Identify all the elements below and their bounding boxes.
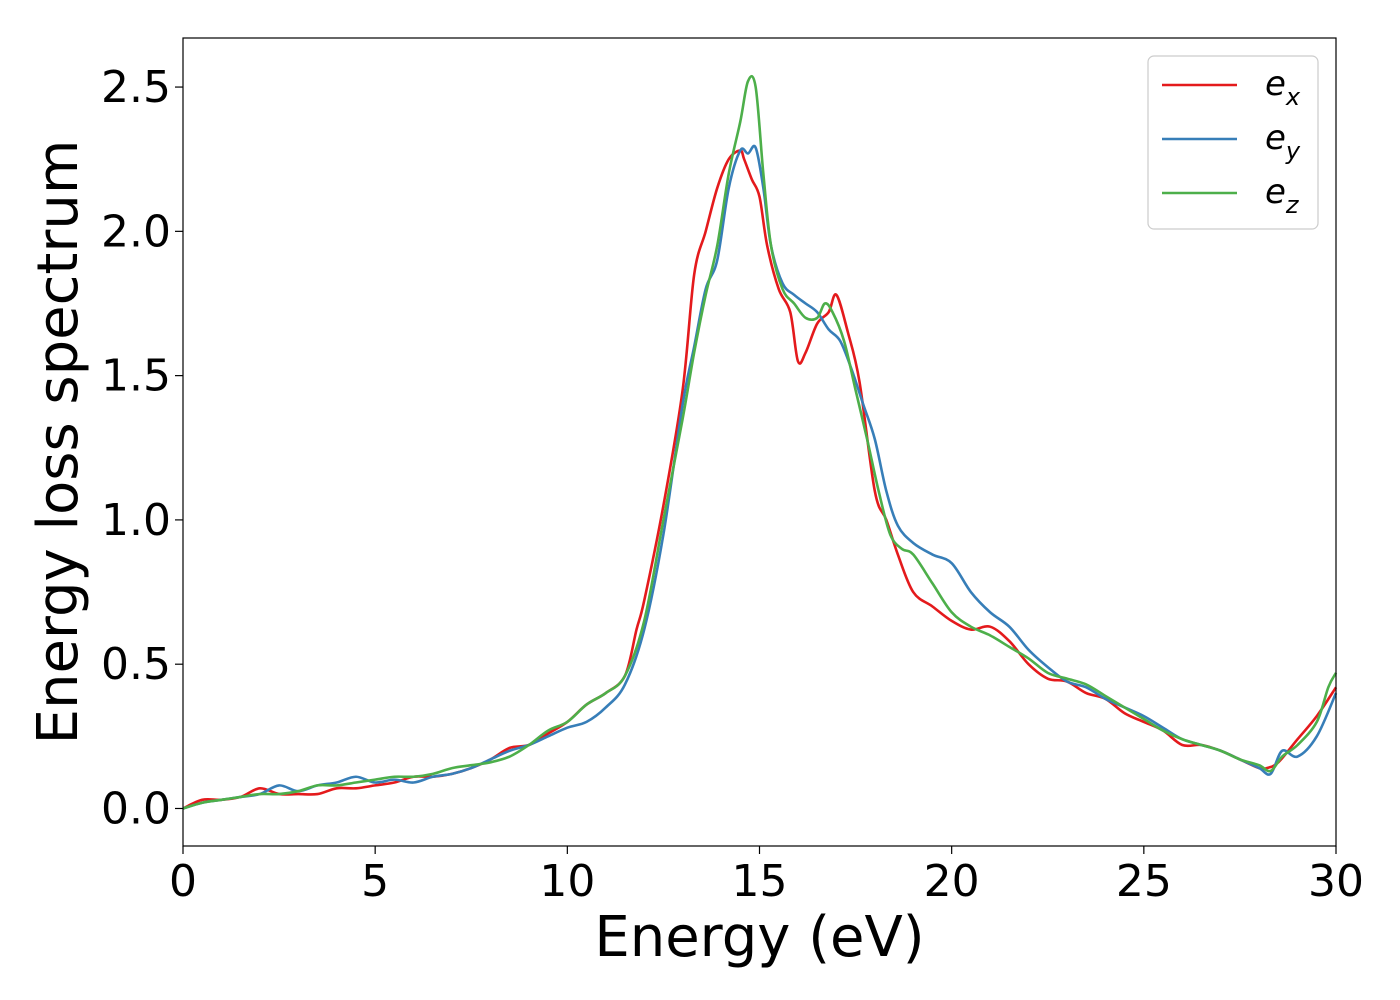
x-tick-label: 10 (539, 856, 595, 907)
legend-label-main: e (1265, 64, 1286, 104)
legend-label-main: e (1265, 118, 1286, 158)
x-axis: 0 5 10 15 20 25 30 (169, 846, 1364, 907)
x-tick-label: 0 (169, 856, 197, 907)
legend-label: ex (1265, 64, 1301, 111)
legend-label: ey (1265, 118, 1301, 165)
y-tick-label: 0.5 (101, 639, 171, 690)
legend-label-subscript: y (1285, 137, 1301, 165)
legend-label: ez (1265, 172, 1300, 219)
y-axis-title: Energy loss spectrum (26, 140, 91, 745)
y-tick-label: 2.0 (101, 206, 171, 257)
legend-box (1147, 55, 1319, 230)
x-tick-label: 15 (732, 856, 788, 907)
legend-label-subscript: z (1285, 191, 1300, 219)
legend-label-main: e (1265, 172, 1286, 212)
y-tick-label: 1.0 (101, 495, 171, 546)
x-tick-label: 30 (1308, 856, 1364, 907)
x-tick-label: 5 (361, 856, 389, 907)
x-axis-title: Energy (eV) (594, 905, 924, 970)
series-layer (182, 74, 1338, 810)
y-tick-label: 0.0 (101, 783, 171, 834)
y-tick-label: 2.5 (101, 62, 171, 113)
series-line-e-z (182, 74, 1338, 810)
y-axis: 0.0 0.5 1.0 1.5 2.0 2.5 (101, 62, 183, 834)
y-tick-label: 1.5 (101, 351, 171, 402)
legend-label-subscript: x (1285, 83, 1301, 111)
x-tick-label: 25 (1116, 856, 1172, 907)
x-tick-label: 20 (924, 856, 980, 907)
